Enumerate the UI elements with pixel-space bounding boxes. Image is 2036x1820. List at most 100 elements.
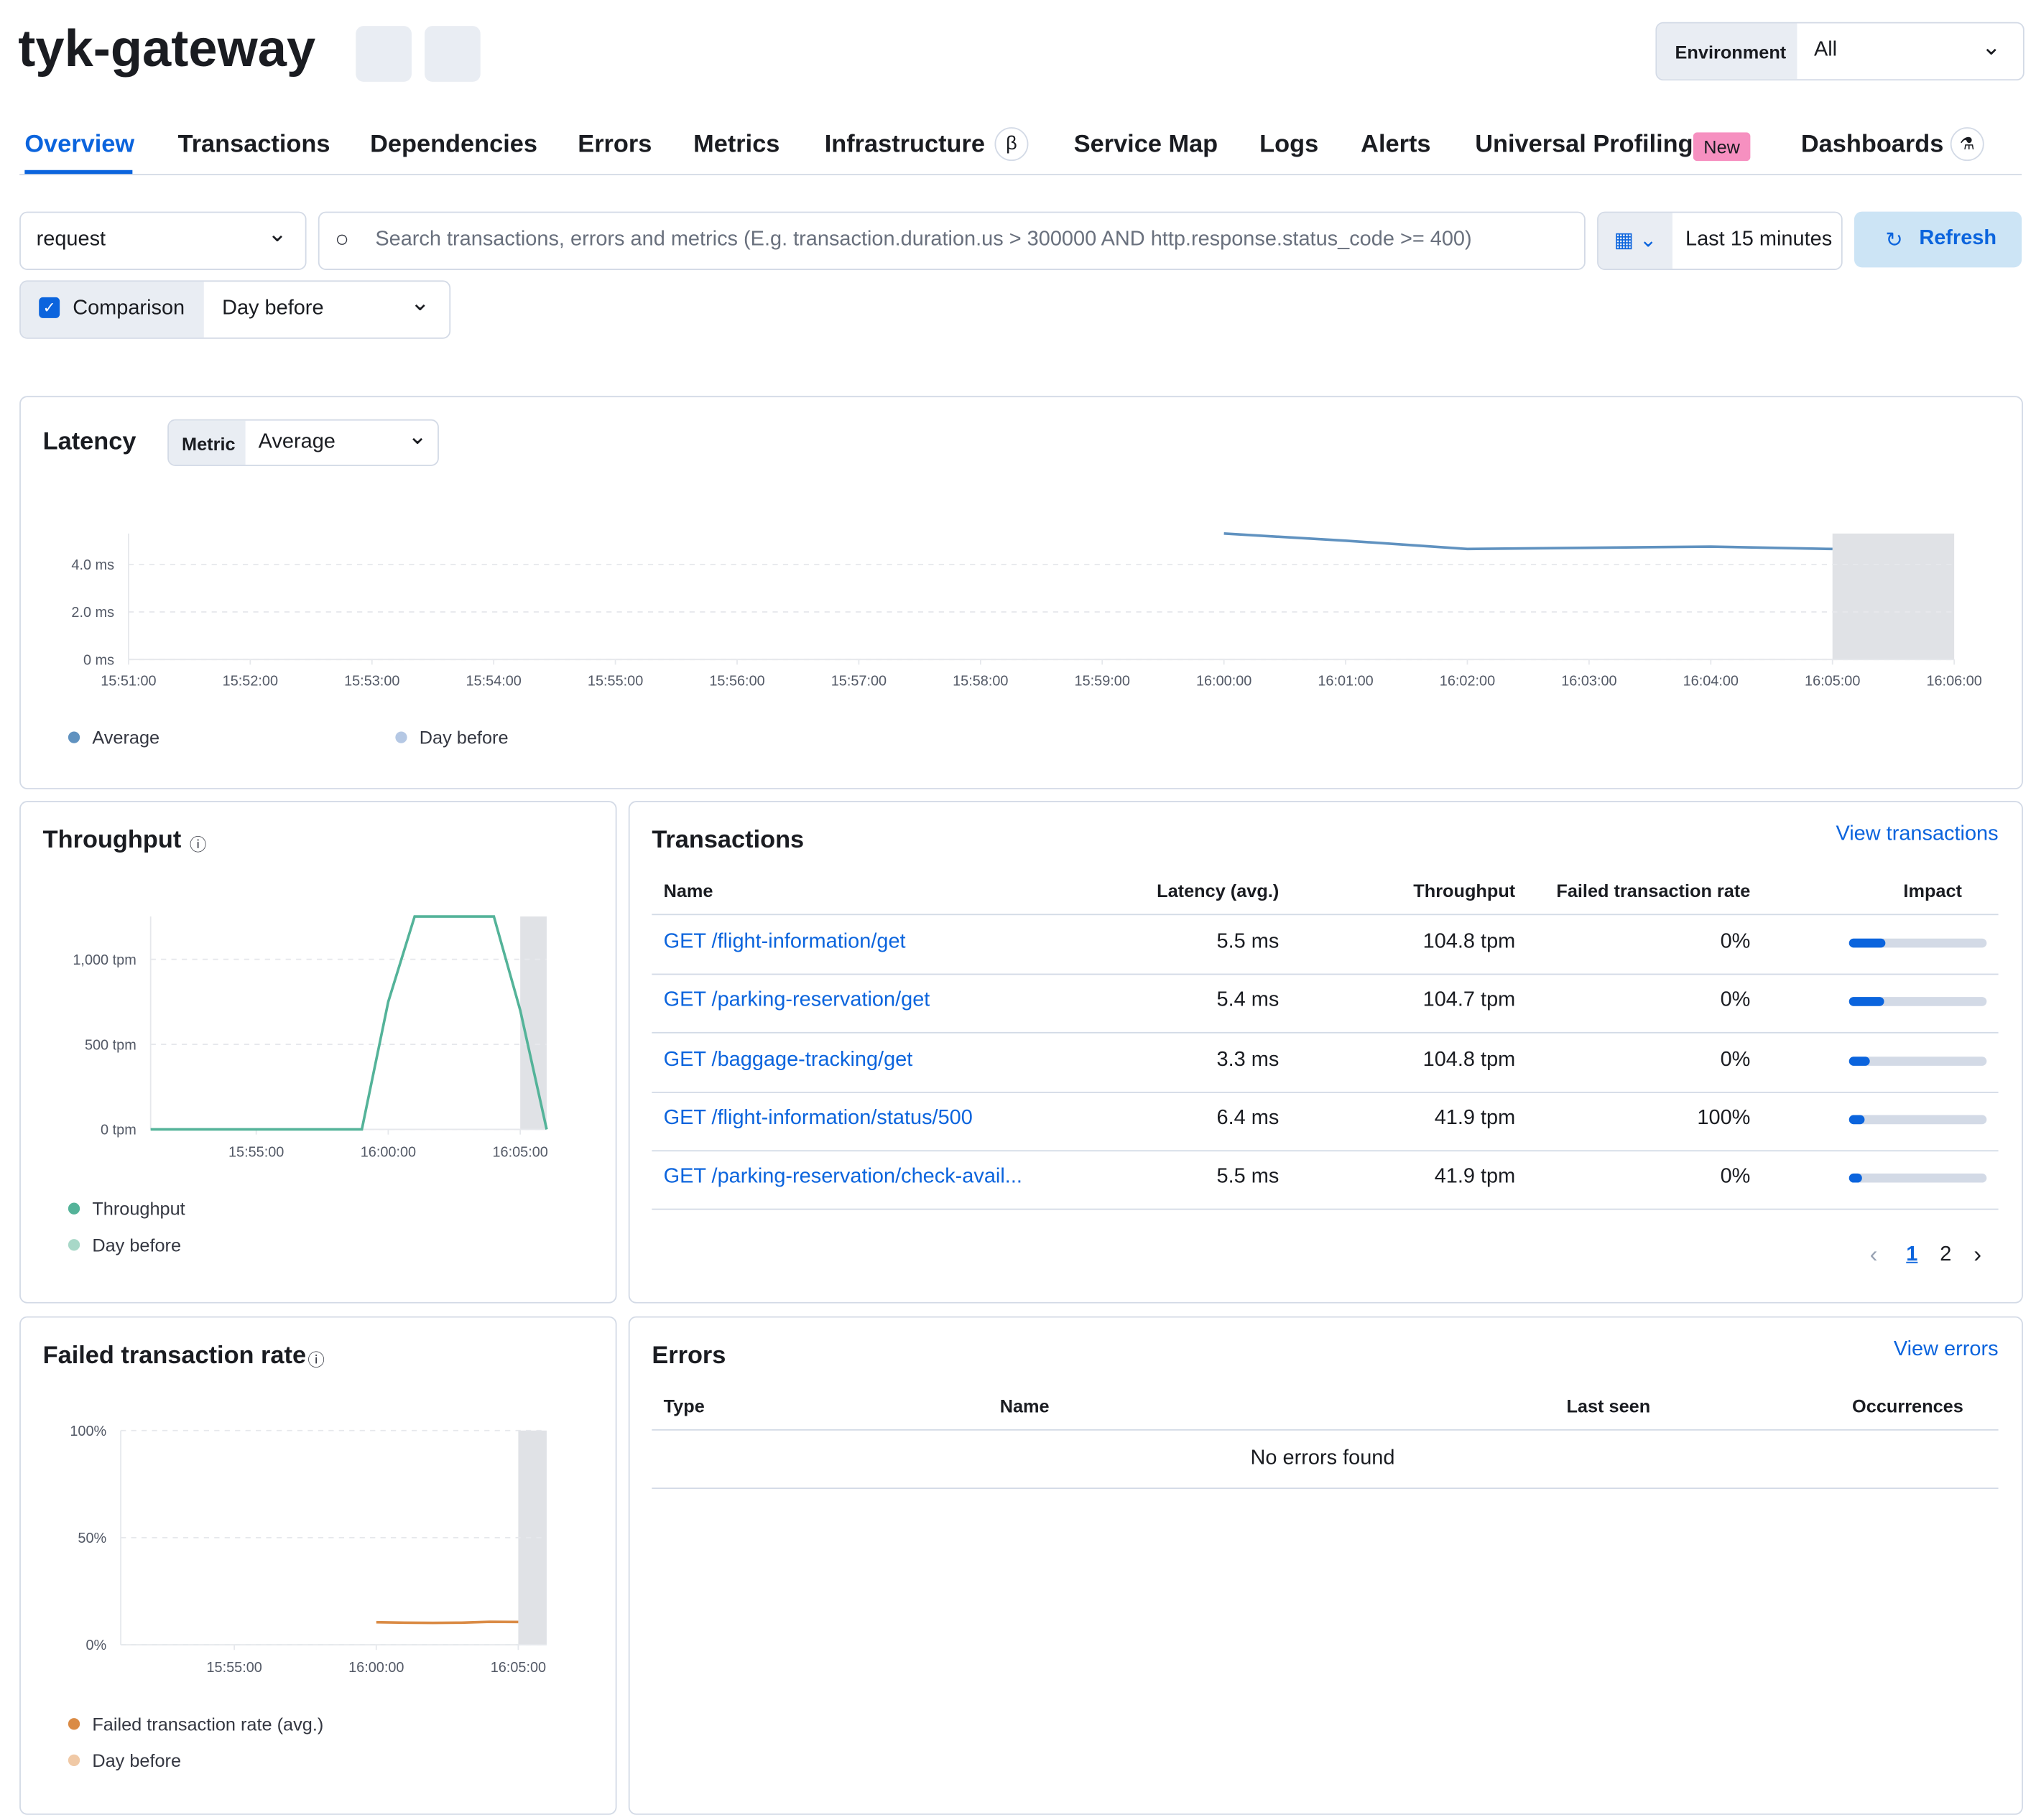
impact-bar	[1848, 997, 1884, 1007]
x-tick-label: 16:01:00	[1318, 673, 1373, 689]
transactions-panel	[628, 801, 2023, 1304]
type-select[interactable]: request ⌄	[19, 211, 307, 270]
environment-select[interactable]: Environment All ⌄	[1655, 22, 2025, 81]
y-tick-label: 0 tpm	[101, 1123, 136, 1138]
failed-rate-panel	[19, 1316, 617, 1815]
value[interactable]: Day before	[222, 297, 324, 320]
latency: 6.4 ms	[1216, 1107, 1280, 1130]
transaction-link[interactable]: GET /flight-information/get	[663, 930, 906, 953]
throughput: 104.8 tpm	[1422, 1048, 1516, 1071]
page-number[interactable]: 2	[1940, 1243, 1952, 1266]
y-tick-label: 4.0 ms	[71, 557, 114, 573]
tab[interactable]: Logs	[1259, 131, 1319, 159]
table-rule	[652, 1429, 1999, 1431]
help-icon[interactable]: ⓘ	[307, 1350, 325, 1370]
refresh-button[interactable]: ↻ Refresh	[1854, 211, 2022, 268]
impact-track	[1848, 1115, 1987, 1125]
new-badge: New	[1693, 132, 1751, 162]
legend-swatch	[395, 731, 407, 743]
table-rule	[652, 1209, 1999, 1210]
y-tick-label: 0%	[85, 1638, 106, 1653]
impact-bar	[1848, 1174, 1861, 1183]
legend-label: Day before	[420, 728, 509, 748]
search-bar[interactable]: ○ Search transactions, errors and metric…	[318, 211, 1586, 270]
panel-title: Transactions	[652, 827, 805, 855]
x-tick-label: 16:00:00	[1196, 673, 1251, 689]
next-page[interactable]: ›	[1973, 1240, 1982, 1268]
x-tick-label: 16:05:00	[492, 1144, 547, 1160]
prev-page[interactable]: ‹	[1869, 1240, 1878, 1268]
active-tab-underline	[24, 170, 133, 175]
throughput: 104.8 tpm	[1422, 930, 1516, 953]
tab[interactable]: Infrastructure	[824, 131, 985, 159]
tab[interactable]: Service Map	[1073, 131, 1218, 159]
table-rule	[652, 973, 1999, 975]
legend-swatch	[68, 1754, 80, 1766]
x-tick-label: 15:55:00	[588, 673, 643, 689]
x-tick-label: 16:03:00	[1561, 673, 1616, 689]
x-tick-label: 16:06:00	[1926, 673, 1981, 689]
x-tick-label: 15:54:00	[466, 673, 521, 689]
tab[interactable]: Errors	[578, 131, 652, 159]
errors-panel	[628, 1316, 2023, 1815]
impact-bar	[1848, 1115, 1864, 1125]
y-tick-label: 100%	[70, 1424, 106, 1439]
column-header: Failed transaction rate	[1556, 880, 1751, 901]
failed-rate: 0%	[1720, 1048, 1751, 1071]
view-link[interactable]: View errors	[1893, 1338, 1999, 1361]
icon-button[interactable]	[356, 26, 412, 82]
help-icon[interactable]: ⓘ	[189, 835, 207, 855]
x-tick-label: 15:59:00	[1075, 673, 1130, 689]
tab[interactable]: Universal Profiling	[1475, 131, 1693, 159]
x-tick-label: 15:58:00	[953, 673, 1008, 689]
column-header: Impact	[1903, 880, 1962, 901]
transaction-link[interactable]: GET /parking-reservation/get	[663, 989, 930, 1012]
y-tick-label: 0 ms	[83, 652, 114, 668]
throughput: 41.9 tpm	[1434, 1107, 1516, 1130]
x-tick-label: 15:51:00	[101, 673, 156, 689]
column-header: Last seen	[1566, 1395, 1651, 1416]
series-line	[1223, 532, 1833, 551]
transaction-link[interactable]: GET /flight-information/status/500	[663, 1107, 973, 1130]
column-header: Occurrences	[1852, 1395, 1963, 1416]
latency: 5.5 ms	[1216, 930, 1280, 953]
page-number[interactable]: 1	[1906, 1243, 1918, 1266]
transaction-link[interactable]: GET /parking-reservation/check-avail...	[663, 1166, 1022, 1189]
beta-badge: β	[994, 127, 1029, 162]
x-tick-label: 16:00:00	[361, 1144, 416, 1160]
table-rule	[652, 914, 1999, 916]
x-tick-label: 15:56:00	[709, 673, 764, 689]
tab[interactable]: Transactions	[177, 131, 330, 159]
legend-swatch	[68, 1239, 80, 1251]
refresh-icon: ↻	[1885, 229, 1903, 252]
failed-rate: 0%	[1720, 989, 1751, 1012]
metric-select[interactable]: Metric Average ⌄	[167, 419, 439, 466]
view-link[interactable]: View transactions	[1836, 822, 1999, 845]
transaction-link[interactable]: GET /baggage-tracking/get	[663, 1048, 913, 1071]
label: Comparison	[73, 297, 185, 320]
time-picker[interactable]: ▦ ⌄ Last 15 minutes	[1597, 211, 1843, 270]
tab[interactable]: Dependencies	[370, 131, 537, 159]
failed-rate: 100%	[1697, 1107, 1751, 1130]
tab[interactable]: Overview	[24, 131, 135, 159]
chevron: ⌄	[410, 289, 430, 316]
throughput: 41.9 tpm	[1434, 1166, 1516, 1189]
y-tick-label: 1,000 tpm	[73, 952, 136, 968]
icon-button[interactable]	[425, 26, 481, 82]
table-rule	[652, 1032, 1999, 1034]
y-tick-label: 500 tpm	[85, 1037, 136, 1053]
checkbox[interactable]: ✓	[39, 297, 60, 318]
impact-bar	[1848, 1056, 1870, 1066]
legend-swatch	[68, 1202, 80, 1215]
panel-title: Failed transaction rate	[42, 1342, 307, 1370]
chevron: ⌄	[407, 423, 427, 450]
tab[interactable]: Metrics	[693, 131, 780, 159]
label: Metric	[182, 433, 236, 455]
failed-rate: 0%	[1720, 1166, 1751, 1189]
tab[interactable]: Dashboards	[1800, 131, 1944, 159]
tab[interactable]: Alerts	[1361, 131, 1431, 159]
series-line	[150, 915, 548, 1131]
